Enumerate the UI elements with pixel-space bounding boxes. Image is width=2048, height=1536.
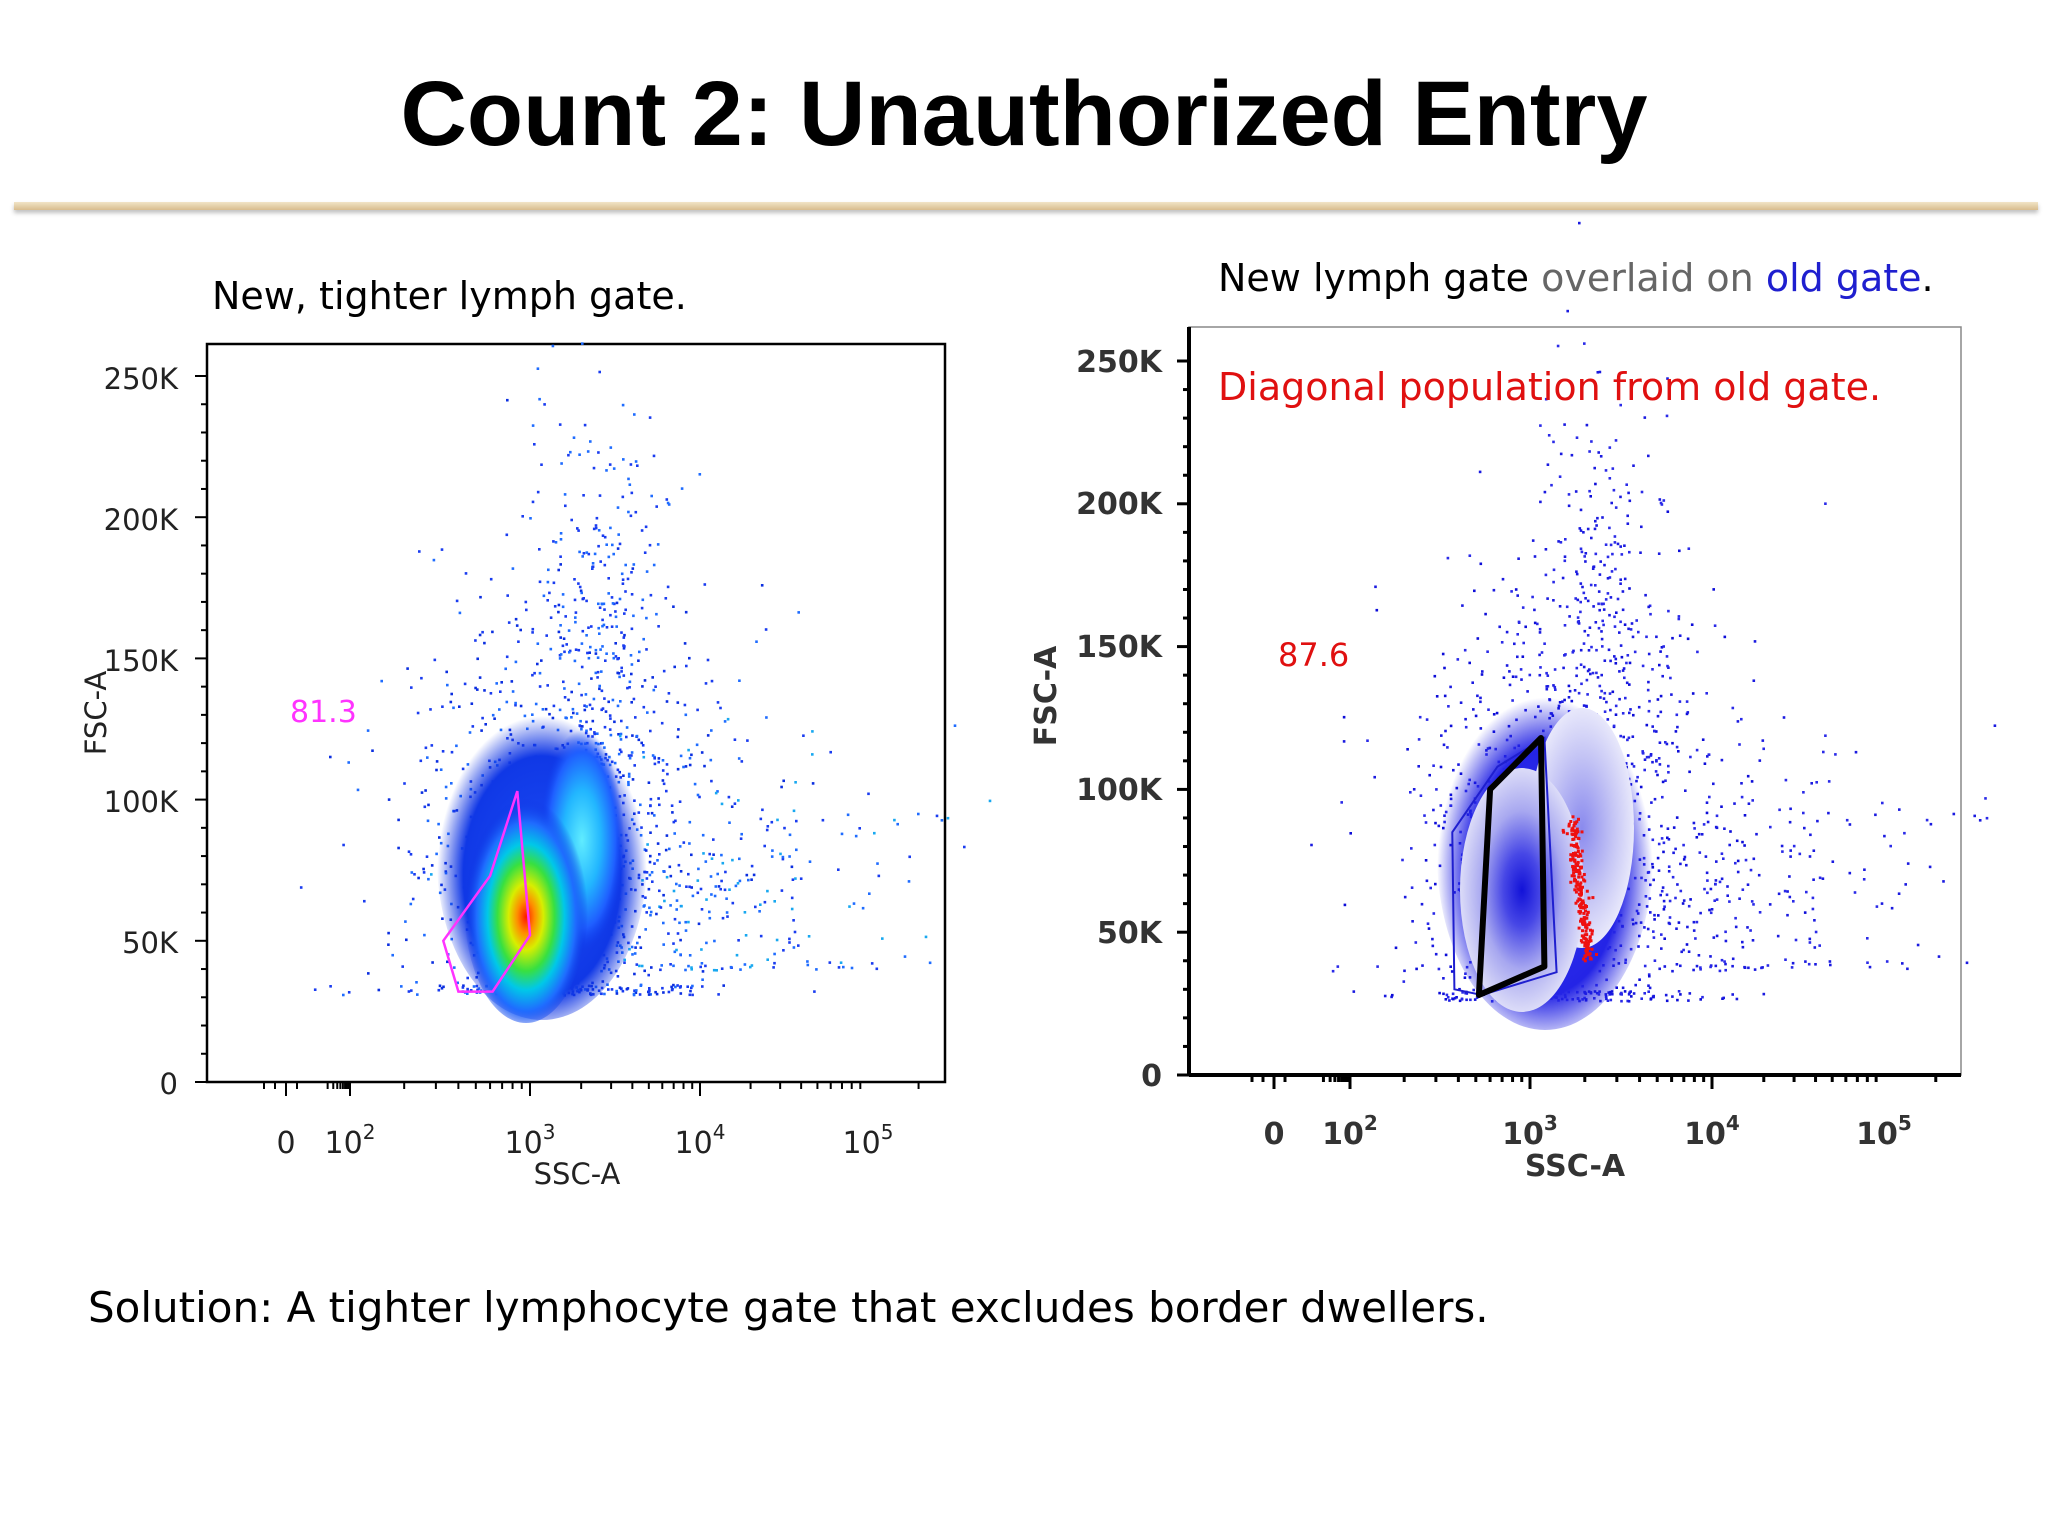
left-x-axis-label: SSC-A [534,1157,621,1191]
left-ytick-label-0: 0 [160,1067,178,1101]
left-xtick-label-1e5: 105 [843,1120,894,1161]
left-xtick-label-0: 0 [276,1126,295,1161]
left-lymph-gate [441,790,532,993]
left-scatter-plot: 81.3 0 50K 100K 150K 200K 250K FSC-A 0 1… [79,342,992,1191]
caption-part-period: . [1921,256,1934,300]
caption-part-overlaid: overlaid on [1541,256,1766,300]
right-ytick-label-250k: 250K [1076,345,1164,380]
right-ytick-label-100k: 100K [1076,773,1164,808]
right-xtick-label-1e2: 102 [1322,1111,1378,1152]
right-new-gate [1475,735,1548,998]
left-ytick-label-100k: 100K [104,785,179,819]
caption-part-new-gate: New lymph gate [1218,256,1542,300]
right-x-axis-label: SSC-A [1525,1149,1626,1184]
right-xtick-label-0: 0 [1264,1117,1285,1152]
right-xtick-label-1e4: 104 [1684,1111,1740,1152]
left-xtick-label-1e4: 104 [675,1120,726,1161]
left-y-tick-marks [195,375,207,1083]
right-annotation: Diagonal population from old gate. [1218,365,1881,409]
left-x-tick-marks [263,1082,920,1096]
right-xtick-label-1e5: 105 [1856,1111,1912,1152]
right-xtick-label-1e3: 103 [1502,1111,1558,1152]
right-scatter-plot: Diagonal population from old gate. 87.6 … [1029,221,1997,1184]
left-ytick-label-50k: 50K [122,926,179,960]
left-xtick-label-1e2: 102 [325,1120,376,1161]
right-ytick-label-200k: 200K [1076,487,1164,522]
right-diagonal-population [1561,815,1598,963]
left-ytick-label-200k: 200K [104,503,179,537]
right-ytick-label-0: 0 [1141,1059,1162,1094]
right-x-tick-marks [1250,1075,1938,1089]
left-gate-percent: 81.3 [290,695,357,730]
title-rule [14,202,2038,210]
caption-part-old-gate: old gate [1765,256,1922,300]
right-ytick-label-150k: 150K [1076,630,1164,665]
left-xtick-label-1e3: 103 [505,1120,556,1161]
solution-text: Solution: A tighter lymphocyte gate that… [88,1283,1489,1332]
left-ytick-label-250k: 250K [104,362,179,396]
right-ytick-label-50k: 50K [1097,916,1164,951]
right-density-primary [1460,768,1584,1012]
slide-title: Count 2: Unauthorized Entry [400,63,1648,165]
right-plot-caption: New lymph gate overlaid on old gate. [1218,256,1934,300]
left-y-axis-label: FSC-A [79,671,113,756]
right-y-tick-marks [1177,359,1189,1077]
right-y-axis-label: FSC-A [1029,645,1064,746]
left-plot-caption: New, tighter lymph gate. [212,274,687,318]
left-ytick-label-150k: 150K [104,644,179,678]
left-density-primary [464,787,588,1023]
right-gate-percent: 87.6 [1278,636,1349,674]
